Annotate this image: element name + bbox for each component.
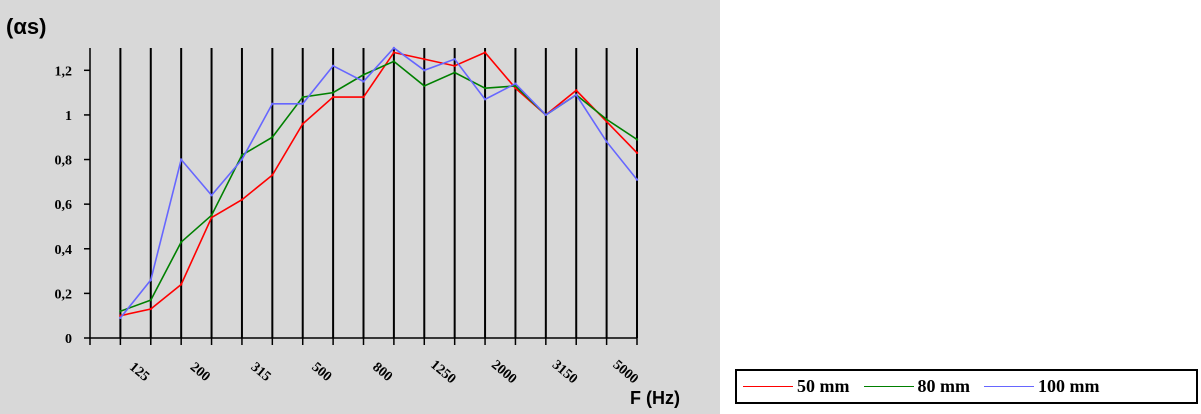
data-point	[119, 316, 122, 320]
x-tick-label: 500	[308, 360, 334, 385]
data-point	[605, 120, 608, 123]
data-point	[301, 122, 304, 126]
x-tick-label: 200	[187, 360, 213, 385]
data-point	[483, 51, 487, 54]
y-tick-label: 1	[65, 109, 72, 124]
x-tick-label: 315	[248, 360, 274, 385]
data-point	[635, 151, 639, 155]
data-point	[179, 158, 183, 161]
data-point	[149, 298, 152, 302]
legend-item: 50 mm	[743, 376, 850, 397]
x-tick-label: 2000	[488, 358, 519, 387]
legend-label: 100 mm	[1038, 376, 1100, 396]
x-tick-label: 5000	[610, 358, 641, 387]
y-tick-label: 1,2	[55, 64, 73, 79]
data-point	[149, 278, 152, 282]
legend-label: 80 mm	[917, 376, 971, 396]
data-point	[149, 307, 152, 311]
data-point	[423, 84, 426, 88]
x-tick-label: 1250	[427, 358, 458, 387]
data-point	[301, 102, 304, 105]
y-axis-title: (αs)	[6, 14, 46, 39]
data-point	[362, 80, 365, 83]
data-point	[331, 64, 335, 68]
series-line	[119, 46, 638, 319]
data-point	[483, 86, 487, 90]
data-point	[575, 93, 578, 97]
data-point	[179, 240, 183, 244]
x-tick-label: 800	[369, 360, 395, 385]
data-point	[453, 71, 456, 74]
data-point	[271, 136, 274, 139]
data-point	[392, 46, 396, 50]
legend: 50 mm 80 mm 100 mm	[735, 369, 1198, 404]
x-tick-label: 125	[126, 360, 152, 385]
data-point	[635, 138, 639, 141]
data-point	[453, 64, 456, 68]
legend-item: 100 mm	[984, 376, 1100, 397]
data-point	[544, 113, 548, 117]
chart-panel: 0 0,2 0,4 0,6 0,8 1 1,2 (αs) 125 200 315 500 800 1250…	[0, 0, 720, 414]
data-point	[514, 82, 517, 85]
data-point	[362, 73, 365, 76]
legend-item: 80 mm	[863, 376, 971, 397]
data-point	[271, 102, 274, 105]
data-point	[210, 194, 213, 197]
data-point	[635, 178, 639, 181]
data-point	[483, 98, 487, 101]
line-chart: 0 0,2 0,4 0,6 0,8 1 1,2 (αs) 125 200 315 500 800 1250…	[6, 14, 680, 408]
data-point	[240, 153, 244, 157]
legend-swatch	[863, 386, 914, 387]
data-point	[210, 216, 213, 219]
data-point	[331, 95, 335, 99]
data-point	[605, 140, 608, 143]
data-point	[453, 57, 456, 61]
data-point	[605, 118, 608, 121]
legend-swatch	[984, 386, 1034, 387]
y-tick-label: 0,6	[55, 198, 73, 213]
data-point	[179, 283, 183, 286]
data-point	[331, 91, 335, 94]
y-tick-label: 0,4	[55, 243, 73, 258]
data-point	[271, 173, 274, 177]
data-point	[210, 214, 213, 217]
data-point	[301, 95, 304, 99]
data-point	[362, 95, 365, 99]
legend-swatch	[743, 386, 793, 387]
series-line	[120, 60, 638, 312]
legend-label: 50 mm	[797, 376, 850, 396]
data-point	[392, 60, 396, 63]
data-point	[240, 158, 244, 161]
y-tick-label: 0,2	[55, 287, 73, 302]
x-tick-label: 3150	[549, 358, 580, 387]
data-point	[423, 57, 426, 61]
y-tick-label: 0,8	[55, 154, 73, 169]
data-point	[240, 198, 244, 201]
data-point	[119, 310, 122, 313]
data-point	[392, 51, 396, 54]
series-line	[120, 51, 638, 317]
data-point	[575, 89, 578, 92]
x-axis-title: F (Hz)	[630, 388, 680, 408]
data-point	[423, 69, 426, 72]
y-tick-label: 0	[65, 332, 72, 347]
